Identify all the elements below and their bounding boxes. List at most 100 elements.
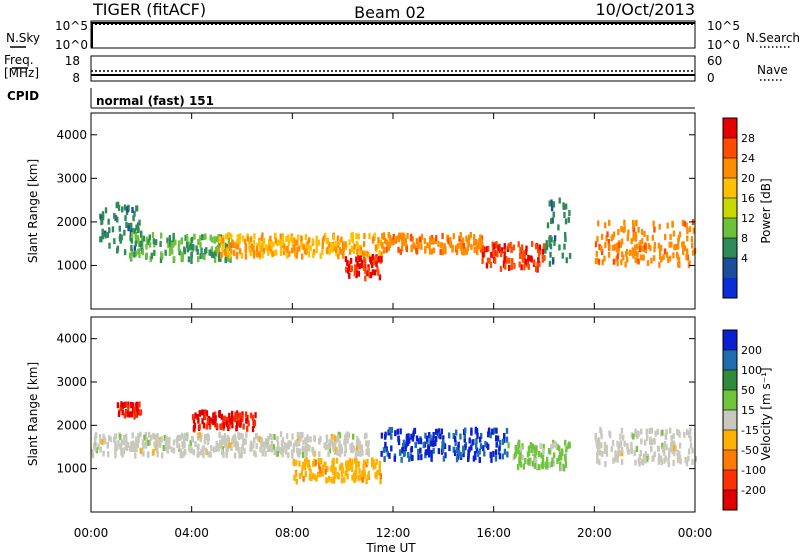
velocity-echo-cell [97,443,100,450]
velocity-echo-cell [304,458,307,465]
power-echo-cell [472,234,476,241]
power-echo-cell [238,248,242,255]
velocity-echo-cell [319,467,322,474]
velocity-echo-cell [650,446,653,453]
power-echo-cell [424,245,427,252]
power-echo-cell [238,233,242,240]
power-echo-cell [267,249,270,256]
velocity-echo-cell [498,439,502,446]
power-echo-cell [187,256,191,263]
velocity-echo-cell [251,414,255,421]
velocity-echo-cell [455,429,458,436]
power-echo-cell [288,250,291,257]
velocity-echo-cell [299,432,302,439]
velocity-echo-cell [323,461,326,468]
velocity-echo-cell [273,433,276,440]
power-echo-cell [293,244,296,251]
velocity-echo-cell [408,455,411,462]
velocity-echo-cell [130,411,133,418]
velocity-echo-cell [408,437,411,444]
velocity-echo-cell [324,468,327,475]
power-echo-cell [634,250,637,257]
velocity-echo-cell [297,451,301,458]
power-echo-cell [643,243,647,250]
power-echo-cell [201,234,204,241]
power-echo-cell [344,266,348,273]
velocity-echo-cell [678,442,682,449]
power-echo-cell [344,256,348,263]
velocity-echo-cell [479,443,483,450]
x-axis-label: Time UT [365,541,416,554]
velocity-echo-cell [265,439,268,446]
power-echo-cell [321,249,324,256]
velocity-echo-cell [462,447,466,454]
power-echo-cell [226,249,230,256]
power-y-tick-label: 2000 [56,215,87,229]
velocity-echo-cell [611,439,615,446]
power-echo-cell [140,240,143,247]
velocity-echo-cell [668,427,672,434]
power-echo-cell [685,253,688,260]
velocity-echo-cell [417,454,420,461]
velocity-echo-cell [353,457,357,464]
power-echo-cell [553,239,556,246]
power-echo-cell [481,257,484,264]
velocity-echo-cell [112,436,116,443]
velocity-echo-cell [226,445,229,452]
power-echo-cell [190,258,193,265]
velocity-echo-cell [147,451,150,458]
velocity-echo-cell [124,444,128,451]
velocity-echo-cell [687,448,691,455]
power-echo-cell [172,241,175,248]
power-echo-cell [236,243,240,250]
power-echo-cell [244,253,248,260]
power-echo-cell [594,241,598,248]
power-colorbar-segment [723,278,737,299]
velocity-echo-cell [346,473,349,480]
power-echo-cell [405,246,409,253]
power-echo-cell [404,237,408,244]
velocity-echo-cell [164,444,168,451]
power-echo-cell [183,248,187,255]
velocity-echo-cell [483,450,486,457]
power-echo-cell [138,219,141,226]
power-echo-cell [353,243,356,250]
velocity-echo-cell [501,438,505,445]
velocity-echo-cell [125,437,128,444]
velocity-echo-cell [270,440,273,447]
power-echo-cell [334,246,338,253]
power-echo-cell [125,221,128,228]
velocity-echo-cell [348,459,352,466]
power-echo-cell [441,233,444,240]
power-echo-cell [148,234,152,241]
power-echo-cell [617,249,620,256]
power-echo-cell [682,241,685,248]
velocity-echo-cell [663,457,666,464]
power-echo-cell [534,266,538,273]
power-echo-cell [511,258,514,265]
x-tick-label: 00:00 [74,526,109,540]
power-echo-cell [634,231,638,238]
velocity-echo-cell [157,439,160,446]
velocity-echo-cell [380,450,383,457]
velocity-echo-cell [198,410,201,417]
velocity-echo-cell [189,440,192,447]
power-echo-cell [439,248,442,255]
velocity-echo-cell [304,471,308,478]
cpid-label: CPID [7,89,39,103]
cpid-panel: CPID normal (fast) 151 [7,88,695,109]
velocity-echo-cell [330,438,334,445]
power-echo-cell [691,242,694,249]
velocity-echo-cell [633,450,636,457]
power-echo-cell [608,219,611,226]
velocity-echo-cell [280,445,284,452]
velocity-echo-cell [462,451,465,458]
power-echo-cell [300,253,304,260]
power-echo-cell [261,232,264,239]
velocity-echo-cell [390,433,393,440]
power-echo-cell [604,222,607,229]
power-echo-cell [104,207,108,214]
velocity-echo-cell [560,454,563,461]
velocity-echo-cell [564,461,568,468]
